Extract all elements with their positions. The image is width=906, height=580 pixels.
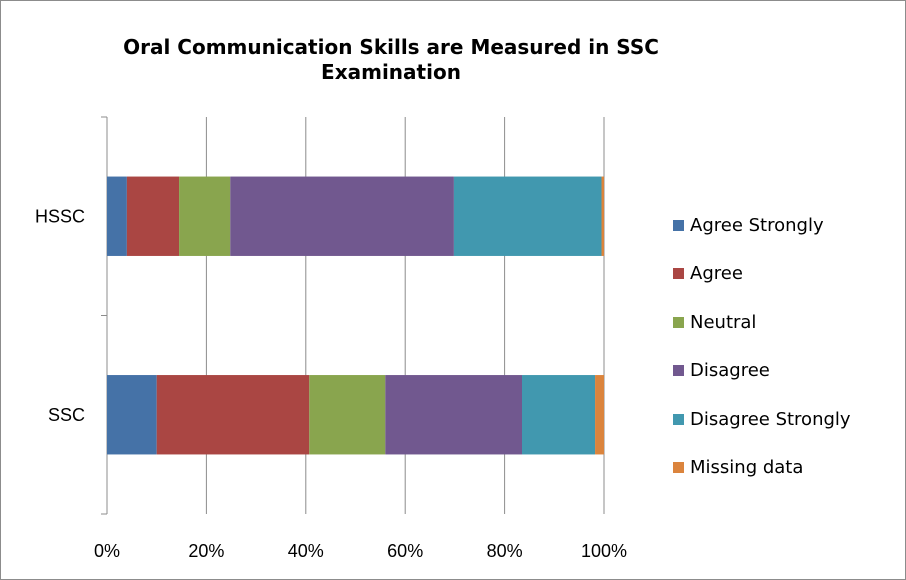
- bar-segment: [595, 375, 604, 455]
- legend-label: Agree: [690, 263, 743, 285]
- bar-segment: [309, 375, 386, 455]
- legend-item: Agree: [673, 250, 903, 299]
- bar-segment: [521, 375, 596, 455]
- legend-item: Agree Strongly: [673, 201, 903, 250]
- bar-segment: [601, 176, 604, 256]
- x-tick-label: 100%: [581, 541, 627, 561]
- legend-swatch: [673, 413, 684, 425]
- bar-segment: [179, 176, 231, 256]
- legend-swatch: [673, 316, 684, 328]
- bar-segment: [230, 176, 454, 256]
- bar-segment: [126, 176, 180, 256]
- x-tick-label: 0%: [94, 541, 120, 561]
- legend-label: Missing data: [690, 457, 804, 479]
- legend-swatch: [673, 268, 684, 280]
- legend-item: Disagree Strongly: [673, 395, 903, 444]
- legend-label: Disagree Strongly: [690, 408, 851, 430]
- x-tick-label: 40%: [288, 541, 324, 561]
- x-tick-label: 20%: [188, 541, 224, 561]
- x-tick-label: 80%: [487, 541, 523, 561]
- bar-segment: [385, 375, 522, 455]
- legend-item: Missing data: [673, 444, 903, 493]
- legend: Agree Strongly Agree Neutral Disagree Disagr…: [673, 201, 903, 492]
- x-tick-label: 60%: [387, 541, 423, 561]
- bar-segment: [107, 176, 127, 256]
- legend-item: Neutral: [673, 298, 903, 347]
- legend-swatch: [673, 462, 684, 474]
- legend-swatch: [673, 219, 684, 231]
- legend-label: Neutral: [690, 311, 757, 333]
- bar-segment: [453, 176, 602, 256]
- legend-label: Disagree: [690, 360, 770, 382]
- category-label: SSC: [48, 405, 85, 425]
- bar-segment: [156, 375, 310, 455]
- legend-item: Disagree: [673, 347, 903, 396]
- category-label: HSSC: [35, 206, 85, 226]
- legend-swatch: [673, 365, 684, 377]
- legend-label: Agree Strongly: [690, 214, 824, 236]
- bar-segment: [107, 375, 157, 455]
- chart-title: Oral Communication Skills are Measured i…: [123, 35, 659, 84]
